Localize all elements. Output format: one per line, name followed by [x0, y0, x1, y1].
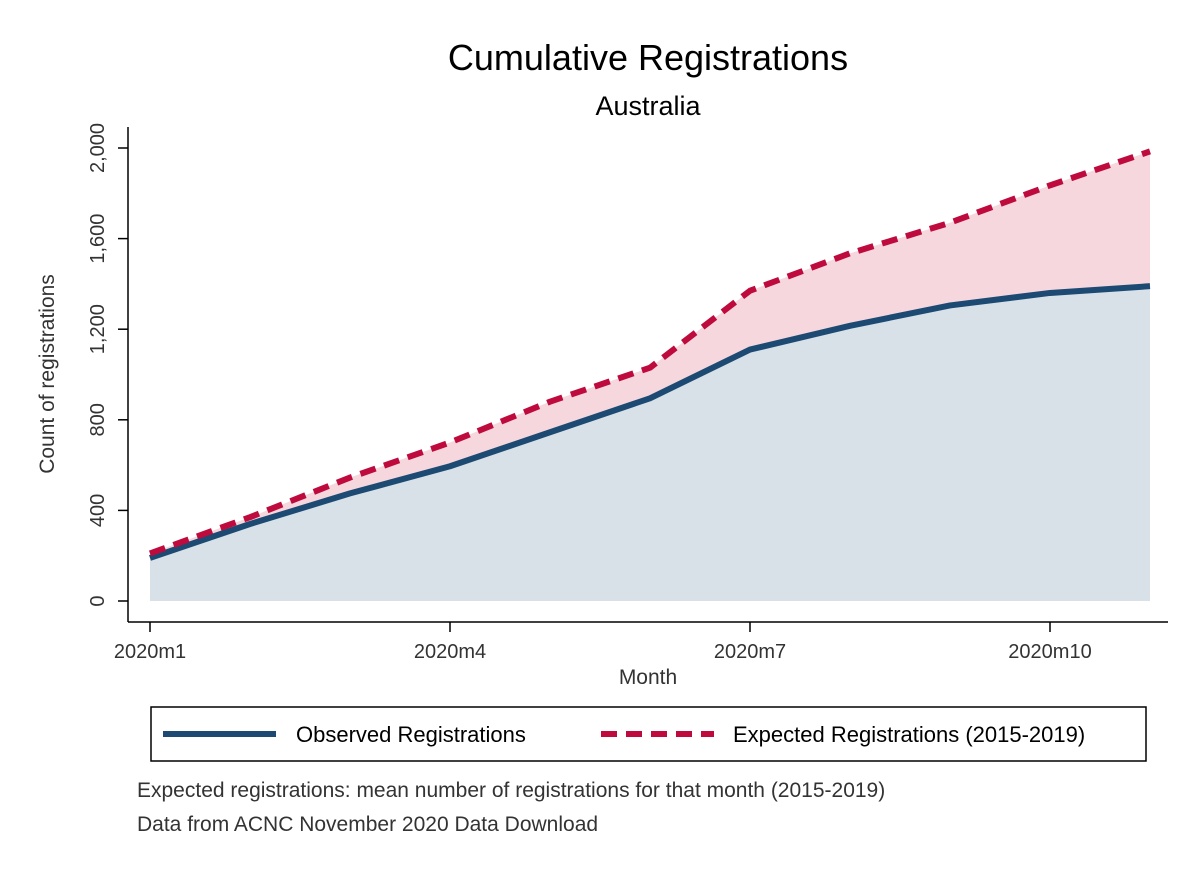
y-tick-label: 1,600 — [87, 214, 109, 264]
y-tick-label: 1,200 — [87, 304, 109, 354]
x-tick-label: 2020m10 — [1008, 641, 1091, 663]
expected-line — [148, 148, 1151, 557]
chart-subtitle: Australia — [595, 91, 701, 121]
legend-box — [150, 706, 1147, 762]
chart-title: Cumulative Registrations — [448, 37, 848, 78]
observed-line — [149, 283, 1151, 561]
note-line-1: Expected registrations: mean number of r… — [137, 779, 885, 802]
x-axis-ticks: 2020m1 2020m4 2020m7 2020m10 — [114, 622, 1092, 663]
y-tick-label: 2,000 — [87, 123, 109, 173]
x-tick-label: 2020m1 — [114, 641, 186, 663]
legend-label-observed: Observed Registrations — [296, 722, 526, 747]
legend: Observed Registrations Expected Registra… — [150, 706, 1147, 762]
x-tick-label: 2020m7 — [714, 641, 786, 663]
y-axis-title: Count of registrations — [36, 274, 59, 474]
x-tick-label: 2020m4 — [414, 641, 486, 663]
plot-area — [148, 148, 1151, 601]
y-axis-ticks: 0 400 800 1,200 1,600 2,000 — [87, 123, 128, 607]
x-axis-title: Month — [619, 666, 677, 689]
y-tick-label: 400 — [87, 494, 109, 527]
y-tick-label: 800 — [87, 403, 109, 436]
note-line-2: Data from ACNC November 2020 Data Downlo… — [137, 813, 598, 836]
observed-area — [150, 286, 1150, 601]
y-tick-label: 0 — [87, 595, 109, 606]
legend-label-expected: Expected Registrations (2015-2019) — [733, 722, 1085, 747]
